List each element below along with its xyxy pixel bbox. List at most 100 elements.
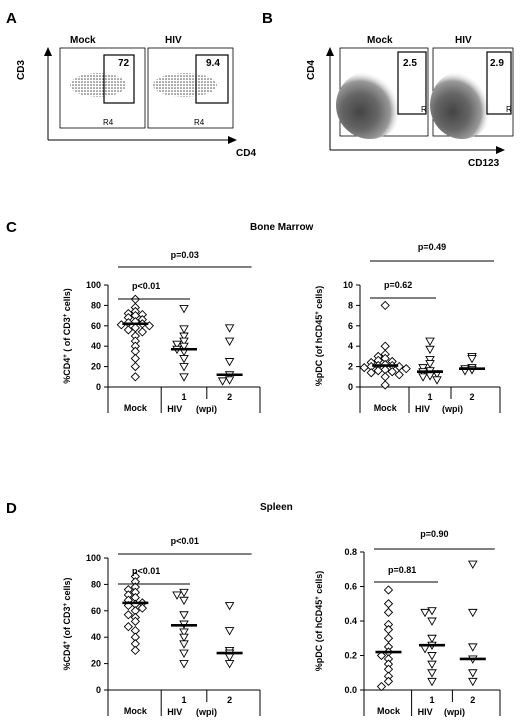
y-tick-label: 0 [348, 382, 353, 392]
data-point-diamond [383, 624, 394, 635]
data-point-triangle [224, 358, 235, 367]
x-group-label: HIV [418, 707, 433, 717]
data-point-diamond [373, 366, 383, 376]
x-category-label: Mock [124, 403, 148, 413]
data-point-triangle [179, 342, 189, 352]
significance-label: p=0.03 [171, 250, 199, 260]
data-point-diamond [383, 585, 394, 595]
flow-density-a2 [153, 73, 217, 97]
data-point-diamond [137, 603, 147, 613]
y-tick-label: 4 [348, 341, 353, 351]
y-axis-label: %pDC (of hCD45+ cells) [314, 286, 324, 387]
data-point-diamond [123, 610, 133, 620]
data-point-triangle [224, 627, 235, 636]
data-point-triangle [427, 677, 437, 687]
panel-a-y-label: CD3 [16, 60, 27, 80]
data-point-triangle [425, 360, 435, 369]
panel-letter-b: B [262, 10, 273, 27]
data-point-triangle [179, 649, 189, 658]
y-tick-label: 8 [348, 300, 353, 310]
significance-label: p=0.62 [384, 280, 412, 290]
data-point-diamond [123, 622, 133, 632]
significance-label: p=0.90 [420, 529, 448, 539]
section-title-spleen: Spleen [260, 502, 293, 513]
significance-label: p=0.81 [388, 565, 416, 575]
arrow-a-x [228, 136, 237, 144]
significance-label: p<0.01 [171, 536, 199, 546]
y-tick-label: 100 [86, 280, 101, 290]
gate-a1-value: 72 [118, 58, 130, 69]
flow-density-b1 [336, 71, 404, 139]
x-unit-label: (wpi) [442, 404, 463, 414]
x-unit-label: (wpi) [444, 707, 465, 717]
data-point-triangle [172, 340, 182, 350]
data-point-triangle [224, 602, 235, 611]
data-point-triangle [427, 634, 437, 644]
panel-a: A Mock HIV 72 9.4 R4 R4 CD3 CD4 [6, 10, 256, 159]
data-point-diamond [383, 599, 394, 609]
data-point-triangle [224, 324, 235, 333]
data-point-diamond [380, 372, 390, 382]
x-category-label: 1 [429, 695, 434, 705]
data-point-triangle [179, 588, 189, 598]
data-point-triangle [467, 354, 477, 364]
data-point-triangle [179, 332, 189, 341]
chart-spleen-pdc: 0.0 0.2 0.4 0.6 0.8 Mock 1 2 HIV (wpi) %pDC (of hC… [314, 529, 501, 717]
data-point-diamond [383, 607, 394, 618]
data-point-triangle [179, 628, 189, 637]
x-category-label: 2 [227, 695, 232, 705]
data-point-diamond [130, 372, 140, 382]
y-tick-label: 20 [91, 362, 101, 372]
y-tick-label: 80 [91, 300, 101, 310]
chart-bone-marrow-pdc: 0 2 4 6 8 10 Mock 1 2 HIV (wpi) %pDC (of hCD45+ cel… [314, 242, 501, 414]
chart-bone-marrow-cd4: 0 20 40 60 80 100 Mock 1 2 HIV (wpi) %CD4+ ( of CD3… [62, 250, 261, 414]
flow-density-b2 [430, 71, 494, 139]
gate-a1-label: R4 [103, 118, 114, 127]
data-point-diamond [366, 368, 376, 378]
gate-a2-value: 9.4 [206, 58, 220, 69]
x-category-label: 2 [227, 392, 232, 402]
flow-density-a1 [70, 73, 126, 97]
data-point-diamond [130, 353, 140, 364]
chart-spleen-cd4: 0 20 40 60 80 100 Mock 1 2 HIV (wpi) %CD4+ (of CD3+… [62, 536, 261, 717]
data-point-triangle [172, 591, 182, 600]
gate-b2-label: R [506, 105, 512, 114]
data-point-triangle [179, 373, 189, 382]
data-point-diamond [401, 364, 411, 374]
data-point-triangle [224, 653, 235, 662]
gate-a1 [103, 54, 135, 104]
data-point-triangle [425, 337, 435, 347]
panel-letter-c: C [6, 219, 17, 236]
gate-b2 [486, 51, 512, 115]
x-category-label: Mock [124, 706, 148, 716]
arrow-b-y [326, 47, 334, 56]
y-tick-label: 0.8 [344, 547, 357, 557]
y-tick-label: 40 [91, 341, 101, 351]
panel-a-x-label: CD4 [236, 148, 256, 159]
data-point-triangle [468, 560, 478, 569]
y-tick-label: 0 [96, 382, 101, 392]
data-point-triangle [427, 669, 437, 678]
data-point-diamond [387, 367, 397, 377]
data-point-diamond [130, 645, 140, 656]
panel-b-plot1-title: Mock [367, 35, 393, 46]
panel-letter-a: A [6, 10, 17, 27]
gate-b2-value: 2.9 [490, 58, 504, 69]
x-group-label: HIV [167, 404, 182, 414]
y-axis-label: %CD4+ ( of CD3+ cells) [62, 288, 72, 384]
y-tick-label: 0.2 [344, 651, 357, 661]
data-point-triangle [217, 377, 228, 386]
data-point-triangle [418, 373, 428, 382]
y-tick-label: 0 [96, 685, 101, 695]
panel-letter-d: D [6, 500, 17, 517]
x-unit-label: (wpi) [196, 707, 217, 717]
data-point-triangle [468, 608, 478, 618]
significance-label: p<0.01 [132, 566, 160, 576]
data-point-triangle [179, 660, 189, 669]
x-group-label: HIV [415, 404, 430, 414]
data-point-diamond [380, 380, 390, 390]
x-category-label: 1 [181, 392, 186, 402]
data-point-triangle [468, 669, 478, 678]
data-point-triangle [179, 305, 189, 314]
